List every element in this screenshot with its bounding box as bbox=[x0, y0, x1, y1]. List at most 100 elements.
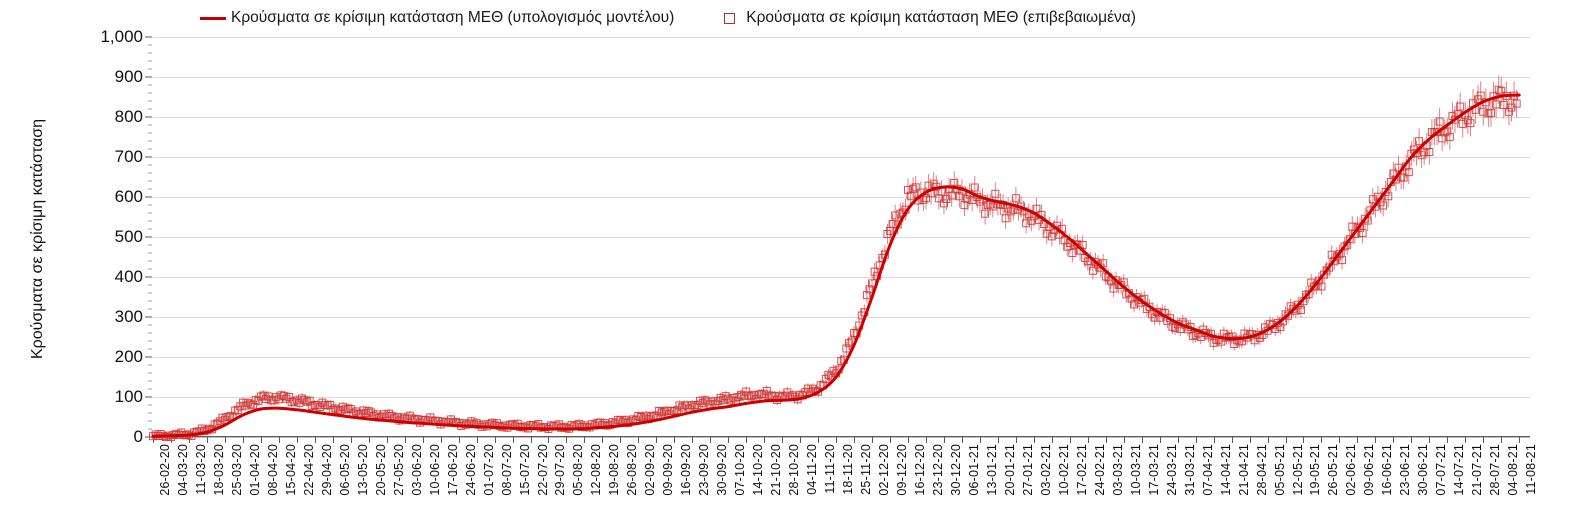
x-tick-label: 02-12-20 bbox=[877, 444, 892, 496]
x-tick-label: 23-09-20 bbox=[697, 444, 712, 496]
x-tick-mark bbox=[890, 437, 892, 443]
x-tick-mark bbox=[1321, 437, 1323, 443]
x-tick-mark bbox=[1015, 437, 1017, 443]
x-tick-label: 22-04-20 bbox=[301, 444, 316, 496]
x-tick-mark bbox=[530, 437, 532, 443]
y-tick-minor-mark bbox=[148, 204, 152, 206]
x-tick-mark bbox=[674, 437, 676, 443]
y-tick-minor-mark bbox=[148, 228, 152, 230]
x-tick-label: 03-06-20 bbox=[409, 444, 424, 496]
x-tick-label: 30-06-21 bbox=[1416, 444, 1431, 496]
y-tick-minor-mark bbox=[148, 420, 152, 422]
x-tick-mark bbox=[242, 437, 244, 443]
x-tick-label: 20-01-21 bbox=[1002, 444, 1017, 496]
y-tick-mark bbox=[145, 156, 152, 158]
y-tick-minor-mark bbox=[148, 124, 152, 126]
y-tick-minor-mark bbox=[148, 380, 152, 382]
x-tick-label: 31-03-21 bbox=[1182, 444, 1197, 496]
x-tick-label: 28-07-21 bbox=[1488, 444, 1503, 496]
y-tick-label: 1,000 bbox=[100, 27, 143, 46]
x-tick-mark bbox=[404, 437, 406, 443]
x-tick-mark bbox=[1375, 437, 1377, 443]
x-tick-label: 26-08-20 bbox=[625, 444, 640, 496]
x-tick-mark bbox=[1159, 437, 1161, 443]
y-tick-label: 800 bbox=[114, 107, 143, 126]
x-tick-mark bbox=[476, 437, 478, 443]
x-tick-mark bbox=[1339, 437, 1341, 443]
x-tick-label: 28-10-20 bbox=[787, 444, 802, 496]
x-tick-mark bbox=[1195, 437, 1197, 443]
gridline bbox=[153, 437, 1530, 438]
x-tick-mark bbox=[386, 437, 388, 443]
y-tick-minor-mark bbox=[148, 324, 152, 326]
x-tick-label: 17-06-20 bbox=[445, 444, 460, 496]
legend-item-confirmed[interactable]: Κρούσματα σε κρίσιμη κατάσταση ΜΕΘ (επιβ… bbox=[720, 9, 1136, 27]
x-tick-mark bbox=[350, 437, 352, 443]
x-tick-label: 10-02-21 bbox=[1056, 444, 1071, 496]
x-tick-mark bbox=[1105, 437, 1107, 443]
x-tick-mark bbox=[764, 437, 766, 443]
x-tick-mark bbox=[422, 437, 424, 443]
x-tick-label: 13-05-20 bbox=[355, 444, 370, 496]
gridline bbox=[153, 37, 1530, 38]
x-tick-mark bbox=[638, 437, 640, 443]
gridline bbox=[153, 197, 1530, 198]
y-tick-mark bbox=[145, 356, 152, 358]
x-tick-mark bbox=[979, 437, 981, 443]
x-tick-mark bbox=[1285, 437, 1287, 443]
legend-square-swatch-icon bbox=[724, 12, 736, 24]
x-tick-mark bbox=[1249, 437, 1251, 443]
x-tick-mark bbox=[800, 437, 802, 443]
x-tick-label: 24-02-21 bbox=[1092, 444, 1107, 496]
x-tick-label: 14-04-21 bbox=[1218, 444, 1233, 496]
x-tick-label: 23-06-21 bbox=[1398, 444, 1413, 496]
x-tick-label: 08-04-20 bbox=[265, 444, 280, 496]
y-tick-label: 600 bbox=[114, 187, 143, 206]
x-tick-mark bbox=[782, 437, 784, 443]
x-tick-label: 24-03-21 bbox=[1164, 444, 1179, 496]
x-tick-label: 07-04-21 bbox=[1200, 444, 1215, 496]
x-tick-mark bbox=[314, 437, 316, 443]
y-tick-minor-mark bbox=[148, 372, 152, 374]
y-tick-minor-mark bbox=[148, 60, 152, 62]
y-tick-minor-mark bbox=[148, 252, 152, 254]
y-tick-minor-mark bbox=[148, 340, 152, 342]
gridline bbox=[153, 77, 1530, 78]
x-tick-mark bbox=[1411, 437, 1413, 443]
y-tick-minor-mark bbox=[148, 220, 152, 222]
x-tick-label: 04-08-21 bbox=[1506, 444, 1521, 496]
x-tick-mark bbox=[332, 437, 334, 443]
y-tick-minor-mark bbox=[148, 244, 152, 246]
x-tick-label: 17-02-21 bbox=[1074, 444, 1089, 496]
y-tick-mark bbox=[145, 76, 152, 78]
y-tick-minor-mark bbox=[148, 84, 152, 86]
x-tick-label: 01-07-20 bbox=[481, 444, 496, 496]
x-tick-mark bbox=[458, 437, 460, 443]
x-tick-label: 04-03-20 bbox=[175, 444, 190, 496]
y-tick-minor-mark bbox=[148, 428, 152, 430]
x-tick-label: 26-05-21 bbox=[1326, 444, 1341, 496]
y-tick-minor-mark bbox=[148, 100, 152, 102]
y-tick-minor-mark bbox=[148, 268, 152, 270]
x-tick-mark bbox=[224, 437, 226, 443]
x-tick-label: 27-05-20 bbox=[391, 444, 406, 496]
x-tick-mark bbox=[692, 437, 694, 443]
y-tick-label: 100 bbox=[114, 387, 143, 406]
legend-item-model[interactable]: Κρούσματα σε κρίσιμη κατάσταση ΜΕΘ (υπολ… bbox=[200, 9, 674, 27]
y-tick-minor-mark bbox=[148, 172, 152, 174]
x-tick-mark bbox=[206, 437, 208, 443]
x-tick-mark bbox=[728, 437, 730, 443]
legend-line-swatch-icon bbox=[200, 16, 226, 20]
x-tick-mark bbox=[1267, 437, 1269, 443]
x-tick-mark bbox=[943, 437, 945, 443]
y-tick-minor-mark bbox=[148, 108, 152, 110]
y-tick-minor-mark bbox=[148, 52, 152, 54]
x-tick-label: 27-01-21 bbox=[1020, 444, 1035, 496]
x-tick-label: 20-05-20 bbox=[373, 444, 388, 496]
y-tick-minor-mark bbox=[148, 140, 152, 142]
x-tick-mark bbox=[1465, 437, 1467, 443]
x-tick-label: 15-07-20 bbox=[517, 444, 532, 496]
y-tick-minor-mark bbox=[148, 388, 152, 390]
x-tick-label: 14-10-20 bbox=[751, 444, 766, 496]
